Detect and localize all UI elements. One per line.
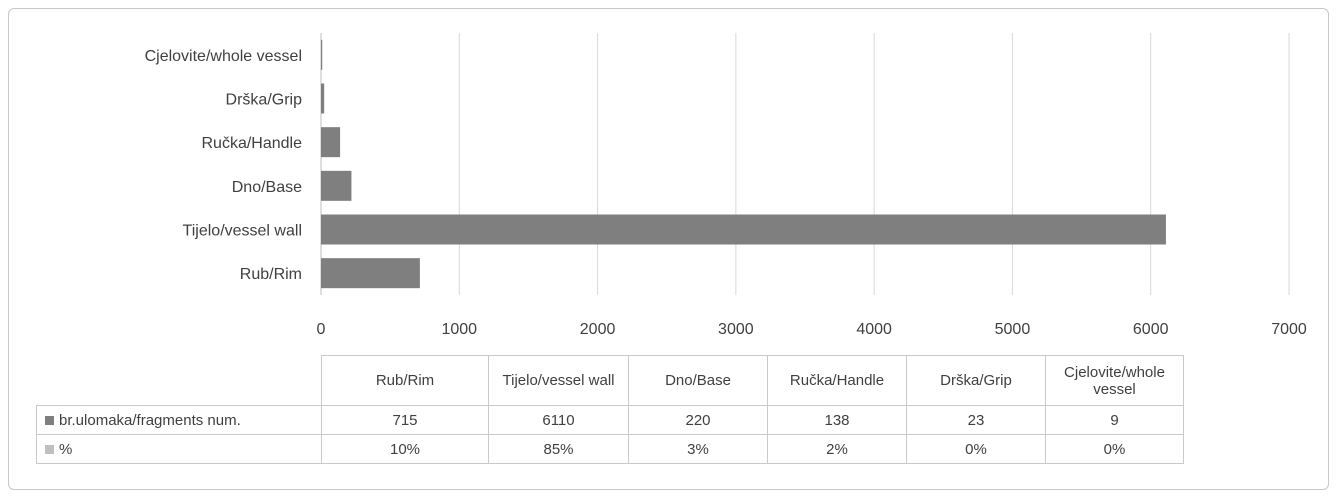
series-legend-percent: % bbox=[36, 434, 322, 464]
table-cell: 9 bbox=[1045, 405, 1184, 435]
table-column-header: Cjelovite/whole vessel bbox=[1045, 355, 1184, 406]
x-tick-label: 0 bbox=[317, 321, 326, 338]
category-label: Tijelo/vessel wall bbox=[183, 223, 302, 240]
category-label: Drška/Grip bbox=[226, 92, 303, 109]
table-cell: 138 bbox=[767, 405, 907, 435]
x-tick-label: 5000 bbox=[995, 321, 1031, 338]
series-legend-fragments: br.ulomaka/fragments num. bbox=[36, 405, 322, 435]
table-row: % 10% 85% 3% 2% 0% 0% bbox=[36, 434, 1184, 464]
x-tick-label: 4000 bbox=[856, 321, 892, 338]
series-name: br.ulomaka/fragments num. bbox=[59, 411, 241, 429]
bar bbox=[321, 127, 341, 158]
legend-swatch bbox=[45, 444, 54, 454]
table-corner bbox=[36, 355, 322, 406]
table-cell: 6110 bbox=[488, 405, 629, 435]
bar bbox=[321, 258, 420, 289]
table-header-row: Rub/Rim Tijelo/vessel wall Dno/Base Ručka/H… bbox=[36, 355, 1184, 406]
table-column-header: Drška/Grip bbox=[906, 355, 1046, 406]
table-cell: 3% bbox=[628, 434, 768, 464]
table-row: br.ulomaka/fragments num. 715 6110 220 138 2… bbox=[36, 405, 1184, 435]
bar-chart: Rub/Rim Tijelo/vessel wall Dno/Base Ručka/H… bbox=[145, 33, 1307, 338]
table-column-header: Rub/Rim bbox=[321, 355, 489, 406]
x-tick-label: 3000 bbox=[718, 321, 754, 338]
table-cell: 85% bbox=[488, 434, 629, 464]
bar bbox=[321, 83, 325, 114]
category-label: Cjelovite/whole vessel bbox=[145, 48, 302, 65]
table-cell: 10% bbox=[321, 434, 489, 464]
table-cell: 715 bbox=[321, 405, 489, 435]
table-column-header: Tijelo/vessel wall bbox=[488, 355, 629, 406]
table-cell: 220 bbox=[628, 405, 768, 435]
x-tick-label: 7000 bbox=[1271, 321, 1307, 338]
table-cell: 0% bbox=[1045, 434, 1184, 464]
category-label: Dno/Base bbox=[232, 179, 302, 196]
category-label: Rub/Rim bbox=[240, 266, 302, 283]
table-cell: 0% bbox=[906, 434, 1046, 464]
legend-swatch bbox=[45, 415, 54, 425]
category-label: Ručka/Handle bbox=[202, 135, 303, 152]
table-column-header: Ručka/Handle bbox=[767, 355, 907, 406]
bar bbox=[321, 170, 352, 201]
table-column-header: Dno/Base bbox=[628, 355, 768, 406]
x-tick-label: 2000 bbox=[580, 321, 616, 338]
series-name: % bbox=[59, 440, 73, 458]
bar bbox=[321, 214, 1166, 245]
x-tick-label: 1000 bbox=[441, 321, 477, 338]
bar bbox=[321, 39, 323, 70]
data-table: Rub/Rim Tijelo/vessel wall Dno/Base Ručka/H… bbox=[36, 355, 1184, 464]
chart-frame bbox=[8, 8, 1329, 490]
table-cell: 23 bbox=[906, 405, 1046, 435]
x-tick-label: 6000 bbox=[1133, 321, 1169, 338]
table-cell: 2% bbox=[767, 434, 907, 464]
